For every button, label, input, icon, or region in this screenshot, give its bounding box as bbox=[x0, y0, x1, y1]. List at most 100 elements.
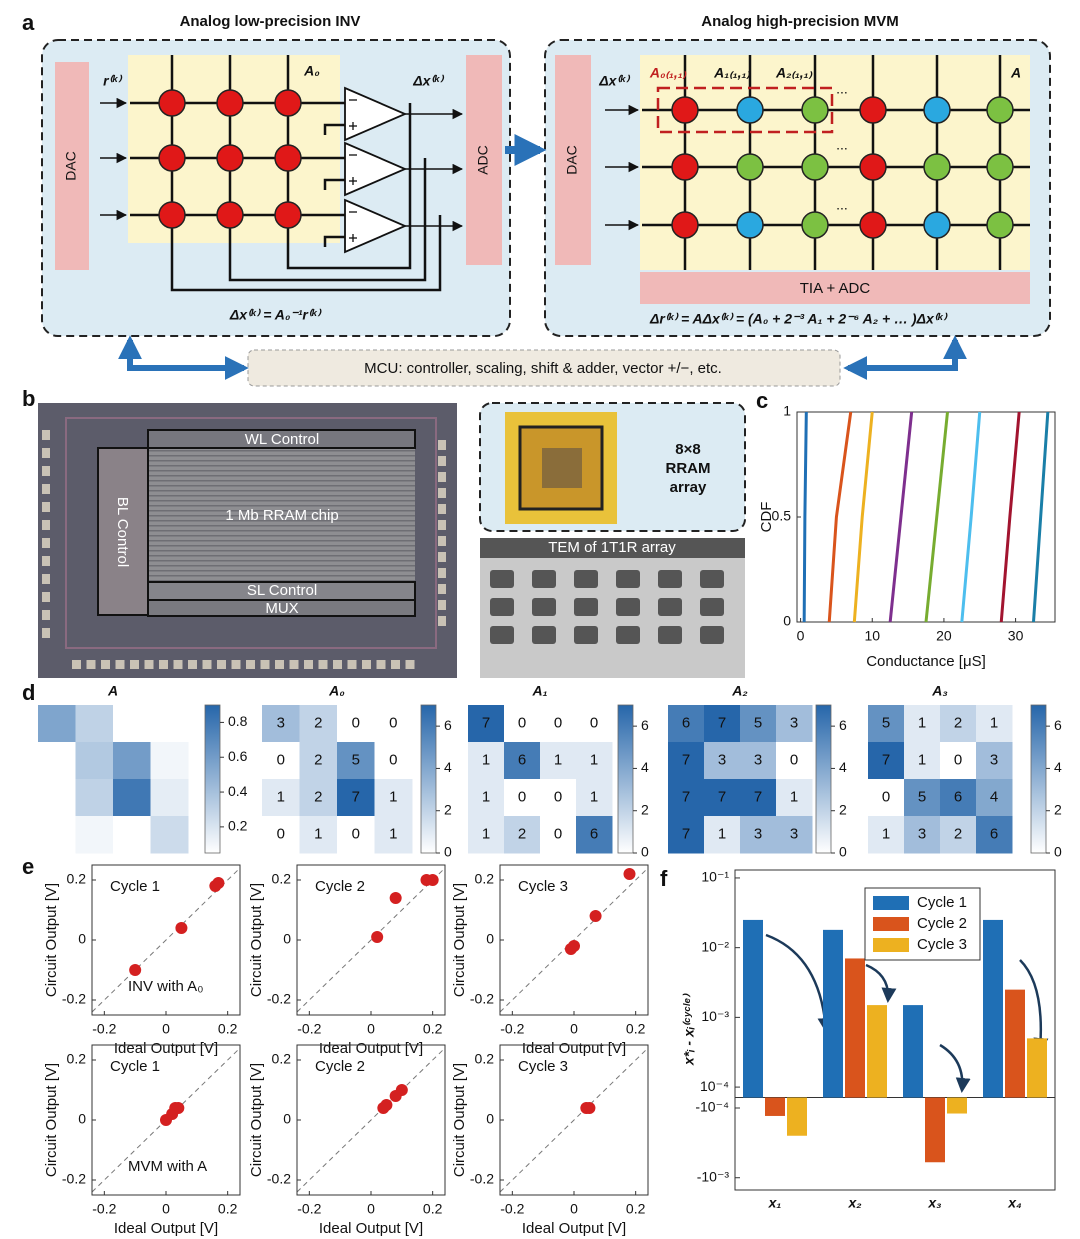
colorbar bbox=[815, 704, 832, 854]
pad bbox=[188, 660, 197, 669]
point bbox=[568, 940, 580, 952]
point bbox=[589, 910, 602, 922]
inv-title: Analog low-precision INV bbox=[180, 13, 361, 30]
slice-label: A₀₍₁,₁₎ bbox=[649, 65, 687, 81]
pad bbox=[438, 488, 446, 498]
crossbar-cell bbox=[923, 153, 951, 181]
x-axis-label: Ideal Output [V] bbox=[319, 1040, 423, 1057]
cell-label: 7 bbox=[754, 788, 762, 805]
colorbar-tick-label: 6 bbox=[641, 717, 649, 733]
pad bbox=[42, 538, 50, 548]
y-tick-label: 0 bbox=[283, 931, 291, 947]
mcu-box bbox=[247, 349, 841, 387]
cell-label: 0 bbox=[389, 751, 397, 768]
colorbar bbox=[617, 704, 634, 854]
heatmap-cell bbox=[740, 816, 777, 854]
plot-title: Cycle 3 bbox=[518, 878, 568, 895]
crossbar-cell bbox=[158, 201, 186, 229]
heatmap-cell bbox=[976, 816, 1013, 854]
legend-swatch bbox=[873, 938, 909, 952]
plot-title: Cycle 2 bbox=[315, 1058, 365, 1075]
y-tick-label: 0.5 bbox=[772, 508, 792, 524]
y-tick-label: 10⁻³ bbox=[701, 1008, 729, 1024]
point bbox=[583, 1102, 596, 1114]
x-tick-label: -0.2 bbox=[500, 1021, 524, 1037]
heatmap-cell bbox=[38, 742, 76, 780]
cell-label: 1 bbox=[389, 788, 397, 805]
pad bbox=[289, 660, 299, 669]
pad bbox=[347, 660, 357, 669]
legend-label: Cycle 3 bbox=[917, 936, 967, 953]
dac-label: DAC bbox=[63, 151, 79, 181]
pad bbox=[202, 660, 212, 669]
x-tick-label: -0.2 bbox=[92, 1201, 116, 1217]
point bbox=[175, 922, 188, 934]
mux-label: MUX bbox=[265, 600, 298, 617]
crossbar-cell bbox=[923, 211, 951, 239]
heatmap-title: A₃ bbox=[931, 683, 948, 699]
heatmap-cell bbox=[868, 816, 905, 854]
pad bbox=[438, 568, 446, 578]
tia-adc-block bbox=[640, 272, 1030, 304]
heatmap-cell bbox=[940, 779, 977, 817]
panel-label: b bbox=[22, 386, 35, 411]
heatmap-cell bbox=[299, 779, 338, 817]
link-arrow bbox=[118, 335, 249, 380]
heatmap-cell bbox=[262, 816, 300, 854]
y-tick-label: 0 bbox=[486, 931, 494, 947]
panel-label: e bbox=[22, 854, 34, 879]
x-tick-label: 0 bbox=[162, 1021, 170, 1037]
cell-label: 0 bbox=[518, 714, 526, 731]
heatmap-cell bbox=[868, 742, 905, 780]
x-tick-label: 0 bbox=[367, 1201, 375, 1217]
x-tick-label: 0.2 bbox=[218, 1201, 238, 1217]
cell-label: 1 bbox=[918, 751, 926, 768]
cdf-line bbox=[960, 411, 982, 623]
x-axis-label: Conductance [μS] bbox=[866, 653, 986, 670]
cell-label: 1 bbox=[590, 751, 598, 768]
heatmap-cell bbox=[540, 742, 577, 780]
y-axis-label: Circuit Output [V] bbox=[43, 883, 60, 997]
heatmap-cell bbox=[576, 742, 613, 780]
crossbar-cell bbox=[671, 96, 699, 124]
y-tick-label: -0.2 bbox=[62, 991, 86, 1007]
panel-b: WL Control BL Control 1 Mb RRAM chip SL … bbox=[38, 402, 746, 678]
legend-swatch bbox=[873, 896, 909, 910]
cell-label: 0 bbox=[352, 825, 360, 842]
wl-label: WL Control bbox=[245, 431, 319, 448]
colorbar-tick-label: 2 bbox=[1054, 801, 1062, 817]
heatmap-cell bbox=[299, 705, 338, 743]
heatmap-cell bbox=[468, 816, 505, 854]
matrix-label: A₀ bbox=[303, 63, 320, 79]
y-axis-label: CDF bbox=[758, 502, 775, 533]
cell-label: 1 bbox=[790, 788, 798, 805]
crossbar-cell bbox=[274, 144, 302, 172]
tem-feature bbox=[574, 598, 598, 616]
colorbar-tick-label: 0 bbox=[839, 844, 847, 860]
cell-label: 7 bbox=[718, 788, 726, 805]
bar bbox=[845, 958, 865, 1098]
cell-label: 2 bbox=[314, 788, 322, 805]
mcu-label: MCU: controller, scaling, shift & adder,… bbox=[364, 360, 722, 377]
point bbox=[212, 877, 225, 889]
dac-label: DAC bbox=[564, 145, 580, 175]
cell-label: 0 bbox=[389, 714, 397, 731]
cell-label: 1 bbox=[990, 714, 998, 731]
slice-label: A₂₍₁,₁₎ bbox=[775, 65, 813, 81]
arrows bbox=[100, 97, 464, 232]
heatmap-cell bbox=[504, 779, 541, 817]
array-bg bbox=[640, 55, 1030, 270]
colorbar-tick-label: 0 bbox=[1054, 844, 1062, 860]
cdf-line bbox=[1032, 411, 1050, 623]
point bbox=[129, 964, 142, 976]
ellipsis: ... bbox=[836, 197, 848, 213]
heatmap-cell bbox=[299, 742, 338, 780]
crossbar-cell bbox=[671, 153, 699, 181]
pad bbox=[376, 660, 386, 669]
cell-label: 0 bbox=[518, 788, 526, 805]
tem-feature bbox=[574, 570, 598, 588]
panel-a: Analog low-precision INV Analog high-pre… bbox=[41, 13, 1051, 387]
tem-feature bbox=[658, 626, 682, 644]
pad bbox=[42, 556, 50, 566]
